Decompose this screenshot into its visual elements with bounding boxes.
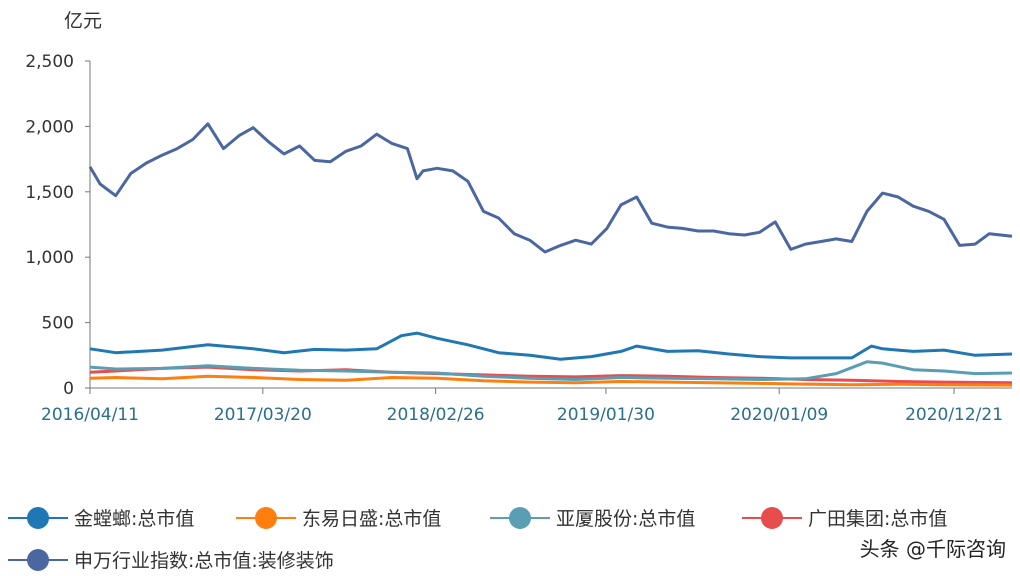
x-tick-label: 2016/04/11 xyxy=(41,405,139,425)
chart-legend: 金螳螂:总市值 东易日盛:总市值 亚厦股份:总市值 广田集团:总市值 申万行业指… xyxy=(0,496,1020,576)
legend-label: 亚厦股份:总市值 xyxy=(556,508,696,530)
legend-marker-icon xyxy=(236,506,296,530)
y-tick-label: 1,500 xyxy=(25,183,74,203)
x-tick-label: 2017/03/20 xyxy=(214,405,312,425)
y-tick-label: 1,000 xyxy=(25,248,74,268)
legend-marker-icon xyxy=(490,506,550,530)
legend-item-guangtianjituan[interactable]: 广田集团:总市值 xyxy=(742,504,947,531)
legend-label: 金螳螂:总市值 xyxy=(74,508,195,530)
legend-label: 申万行业指数:总市值:装修装饰 xyxy=(74,550,334,572)
series-line-3 xyxy=(89,374,1013,387)
chart-axes: 0 500 1,000 1,500 2,000 2,500 2016/04/11 2017/0… xyxy=(25,52,1012,425)
y-tick-label: 500 xyxy=(42,314,74,334)
legend-item-jintanglang[interactable]: 金螳螂:总市值 xyxy=(8,504,194,531)
y-tick-label: 2,000 xyxy=(25,117,74,137)
legend-dot xyxy=(27,506,49,529)
series-line-5 xyxy=(89,365,1013,385)
legend-dot xyxy=(255,506,277,529)
x-tick-label: 2019/01/30 xyxy=(557,405,655,425)
legend-item-dongyirisheng[interactable]: 东易日盛:总市值 xyxy=(236,504,441,531)
legend-dot xyxy=(27,548,49,571)
source-watermark: 头条 @千际咨询 xyxy=(859,537,1006,561)
y-tick-label: 2,500 xyxy=(25,52,74,72)
series-line-1 xyxy=(88,122,1013,254)
legend-label: 广田集团:总市值 xyxy=(808,508,948,530)
line-chart: 0 500 1,000 1,500 2,000 2,500 2016/04/11 2017/0… xyxy=(25,52,1013,425)
x-tick-label: 2020/12/21 xyxy=(905,405,1003,425)
legend-item-industry-index[interactable]: 申万行业指数:总市值:装修装饰 xyxy=(8,546,334,573)
legend-dot xyxy=(509,506,531,529)
legend-marker-icon xyxy=(742,506,802,530)
legend-label: 东易日盛:总市值 xyxy=(302,508,442,530)
chart-series xyxy=(88,122,1013,387)
y-axis-unit-label: 亿元 xyxy=(64,10,103,32)
legend-dot xyxy=(761,506,783,529)
legend-marker-icon xyxy=(8,506,68,530)
x-tick-label: 2020/01/09 xyxy=(730,405,828,425)
y-tick-label: 0 xyxy=(63,379,74,399)
series-line-2 xyxy=(89,331,1013,361)
x-tick-label: 2018/02/26 xyxy=(387,405,485,425)
series-line-4 xyxy=(89,360,1013,381)
legend-marker-icon xyxy=(8,548,68,572)
legend-item-yashagufen[interactable]: 亚厦股份:总市值 xyxy=(490,504,695,531)
